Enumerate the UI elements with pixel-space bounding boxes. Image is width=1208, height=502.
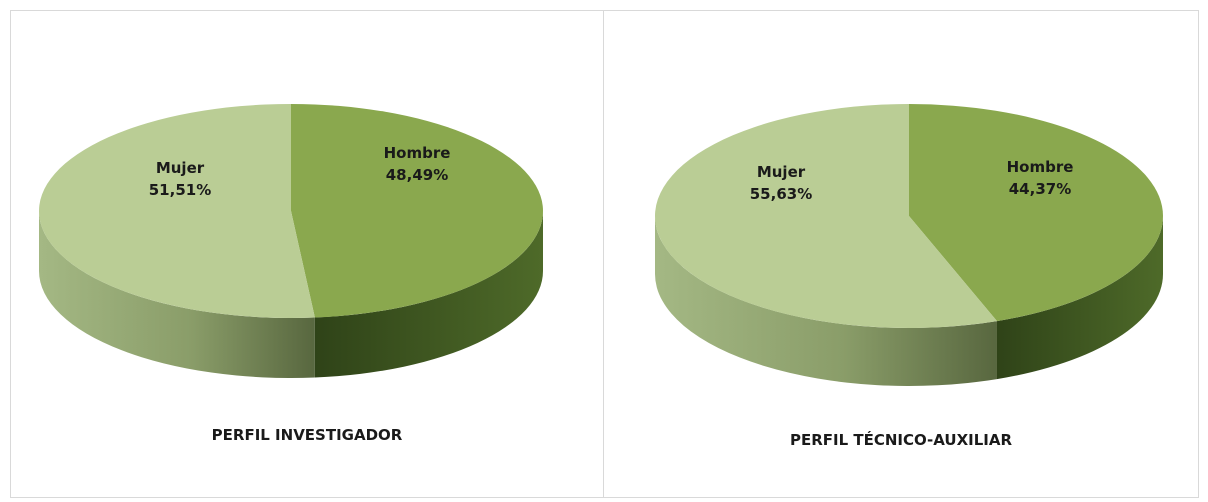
slice-label-mujer: Mujer [757, 163, 806, 181]
pie-slice-mujer [655, 104, 997, 328]
pie-side-hombre [314, 211, 543, 378]
pie-slice-hombre [909, 104, 1163, 322]
pie-slice-hombre [291, 104, 543, 318]
chart-panel-perfil-investigador: Hombre 48,49% Mujer 51,51% PERFIL INVESTIGA… [10, 10, 604, 498]
pie-chart-perfil-investigador: Hombre 48,49% Mujer 51,51% [38, 104, 543, 378]
chart-title: PERFIL TÉCNICO-AUXILIAR [789, 431, 1013, 449]
slice-value-hombre: 44,37% [1009, 180, 1071, 198]
slice-value-mujer: 51,51% [149, 181, 211, 199]
pie-side-mujer [655, 216, 997, 386]
chart-panel-perfil-tecnico-auxiliar: Hombre 44,37% Mujer 55,63% PERFIL TÉCNICO-A… [603, 10, 1199, 498]
slice-label-hombre: Hombre [384, 144, 451, 162]
slice-value-mujer: 55,63% [750, 185, 812, 203]
slice-label-hombre: Hombre [1007, 158, 1074, 176]
pie-side-hombre [996, 216, 1163, 380]
pie-side-mujer [39, 211, 315, 378]
chart-title: PERFIL INVESTIGADOR [211, 426, 403, 444]
slice-label-mujer: Mujer [156, 159, 205, 177]
pie-chart-perfil-tecnico-auxiliar: Hombre 44,37% Mujer 55,63% [655, 104, 1163, 386]
pie-slice-mujer [38, 104, 315, 318]
slice-value-hombre: 48,49% [386, 166, 448, 184]
